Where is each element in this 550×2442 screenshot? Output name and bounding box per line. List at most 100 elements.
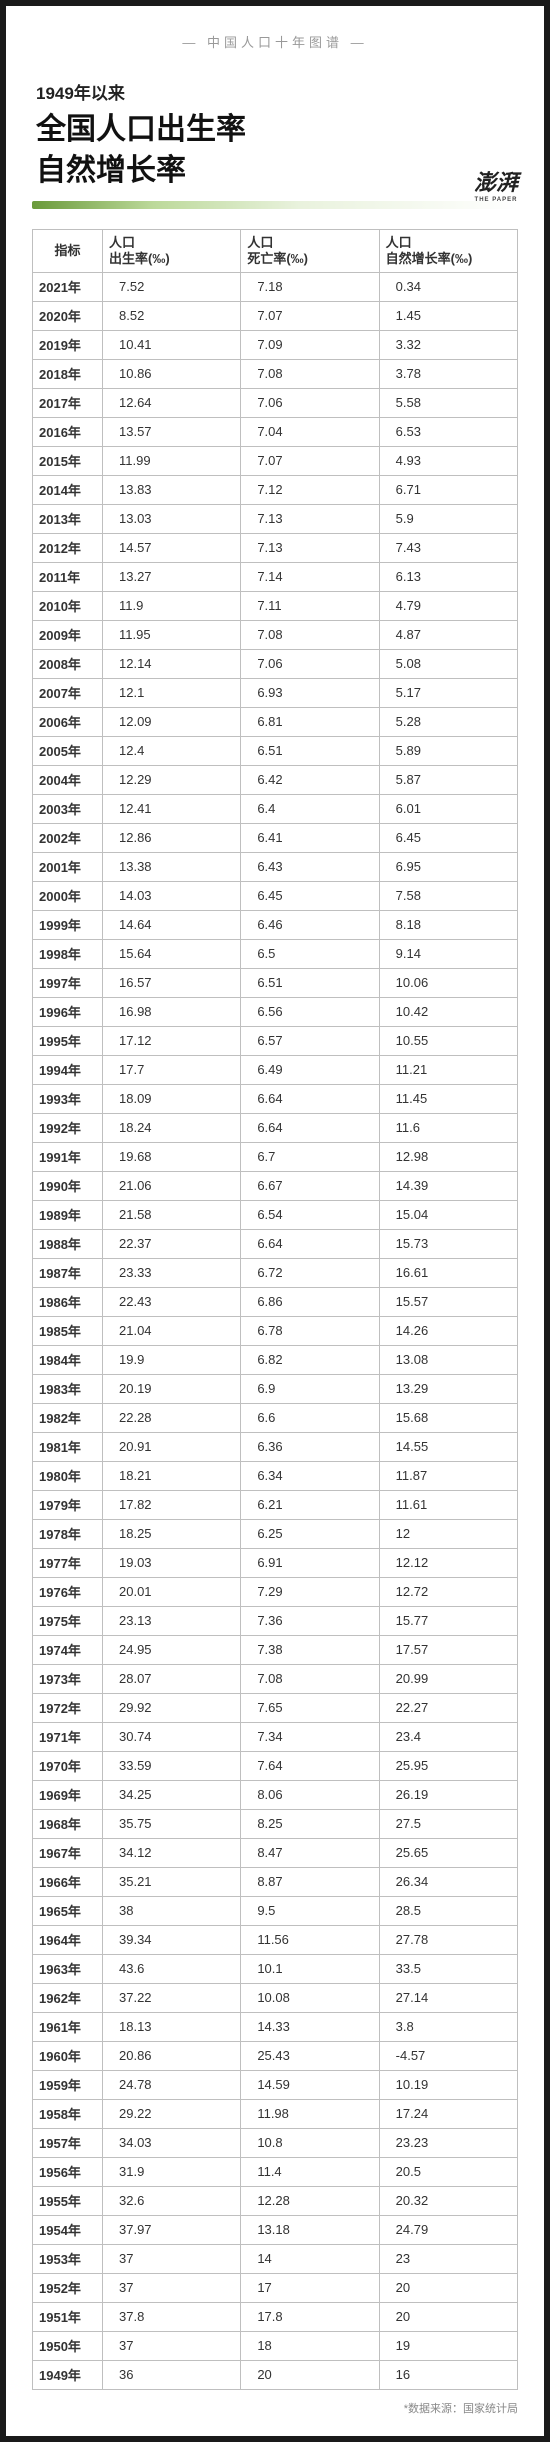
cell-year: 2009年	[33, 620, 103, 649]
brand-name: 澎湃	[474, 165, 518, 197]
cell-year: 2007年	[33, 678, 103, 707]
cell-death: 6.25	[241, 1519, 379, 1548]
cell-death: 10.08	[241, 1983, 379, 2012]
cell-birth: 22.43	[103, 1287, 241, 1316]
table-row: 2011年13.277.146.13	[33, 562, 518, 591]
cell-natural: 5.87	[379, 765, 517, 794]
cell-death: 7.13	[241, 504, 379, 533]
cell-death: 6.7	[241, 1142, 379, 1171]
table-row: 1984年19.96.8213.08	[33, 1345, 518, 1374]
cell-natural: 6.45	[379, 823, 517, 852]
cell-death: 17	[241, 2273, 379, 2302]
cell-birth: 12.29	[103, 765, 241, 794]
cell-natural: 6.13	[379, 562, 517, 591]
top-banner: — 中国人口十年图谱 —	[32, 32, 518, 51]
cell-death: 6.49	[241, 1055, 379, 1084]
table-row: 2001年13.386.436.95	[33, 852, 518, 881]
cell-birth: 18.25	[103, 1519, 241, 1548]
cell-birth: 12.64	[103, 388, 241, 417]
cell-year: 1962年	[33, 1983, 103, 2012]
cell-birth: 13.03	[103, 504, 241, 533]
cell-death: 7.29	[241, 1577, 379, 1606]
cell-year: 2018年	[33, 359, 103, 388]
cell-death: 6.64	[241, 1084, 379, 1113]
cell-year: 1990年	[33, 1171, 103, 1200]
cell-year: 1984年	[33, 1345, 103, 1374]
cell-year: 1960年	[33, 2041, 103, 2070]
cell-natural: 26.34	[379, 1867, 517, 1896]
cell-birth: 18.21	[103, 1461, 241, 1490]
cell-year: 1993年	[33, 1084, 103, 1113]
cell-death: 7.08	[241, 620, 379, 649]
cell-death: 6.64	[241, 1113, 379, 1142]
table-row: 2008年12.147.065.08	[33, 649, 518, 678]
cell-natural: 12.72	[379, 1577, 517, 1606]
table-row: 2020年8.527.071.45	[33, 301, 518, 330]
cell-year: 2020年	[33, 301, 103, 330]
cell-birth: 15.64	[103, 939, 241, 968]
cell-natural: 4.87	[379, 620, 517, 649]
cell-year: 1963年	[33, 1954, 103, 1983]
cell-natural: 20.5	[379, 2157, 517, 2186]
cell-death: 6.82	[241, 1345, 379, 1374]
cell-year: 1953年	[33, 2244, 103, 2273]
table-row: 1970年33.597.6425.95	[33, 1751, 518, 1780]
cell-death: 6.67	[241, 1171, 379, 1200]
cell-birth: 14.64	[103, 910, 241, 939]
cell-year: 1972年	[33, 1693, 103, 1722]
table-row: 1986年22.436.8615.57	[33, 1287, 518, 1316]
table-row: 1988年22.376.6415.73	[33, 1229, 518, 1258]
cell-natural: 16	[379, 2360, 517, 2389]
cell-natural: 1.45	[379, 301, 517, 330]
cell-year: 1996年	[33, 997, 103, 1026]
cell-death: 13.18	[241, 2215, 379, 2244]
cell-natural: 20	[379, 2302, 517, 2331]
cell-natural: 15.68	[379, 1403, 517, 1432]
table-row: 1989年21.586.5415.04	[33, 1200, 518, 1229]
brand-subtext: THE PAPER	[474, 197, 518, 203]
cell-year: 2012年	[33, 533, 103, 562]
cell-birth: 12.86	[103, 823, 241, 852]
cell-death: 10.8	[241, 2128, 379, 2157]
cell-birth: 10.86	[103, 359, 241, 388]
cell-natural: 24.79	[379, 2215, 517, 2244]
cell-birth: 20.91	[103, 1432, 241, 1461]
cell-birth: 20.86	[103, 2041, 241, 2070]
cell-natural: 20	[379, 2273, 517, 2302]
cell-year: 1978年	[33, 1519, 103, 1548]
cell-death: 7.36	[241, 1606, 379, 1635]
cell-birth: 21.06	[103, 1171, 241, 1200]
table-row: 1953年371423	[33, 2244, 518, 2273]
cell-death: 7.38	[241, 1635, 379, 1664]
cell-birth: 29.22	[103, 2099, 241, 2128]
cell-birth: 22.28	[103, 1403, 241, 1432]
cell-birth: 10.41	[103, 330, 241, 359]
table-row: 1967年34.128.4725.65	[33, 1838, 518, 1867]
cell-natural: 15.04	[379, 1200, 517, 1229]
cell-birth: 17.7	[103, 1055, 241, 1084]
table-row: 1977年19.036.9112.12	[33, 1548, 518, 1577]
cell-natural: 3.8	[379, 2012, 517, 2041]
cell-death: 6.54	[241, 1200, 379, 1229]
cell-death: 7.12	[241, 475, 379, 504]
cell-year: 1954年	[33, 2215, 103, 2244]
cell-year: 1970年	[33, 1751, 103, 1780]
cell-natural: 5.9	[379, 504, 517, 533]
cell-birth: 37	[103, 2244, 241, 2273]
cell-birth: 16.98	[103, 997, 241, 1026]
table-row: 2018年10.867.083.78	[33, 359, 518, 388]
cell-natural: 27.5	[379, 1809, 517, 1838]
cell-death: 7.64	[241, 1751, 379, 1780]
cell-natural: 16.61	[379, 1258, 517, 1287]
table-body: 2021年7.527.180.342020年8.527.071.452019年1…	[33, 272, 518, 2389]
cell-death: 14.59	[241, 2070, 379, 2099]
cell-natural: 5.89	[379, 736, 517, 765]
table-row: 2010年11.97.114.79	[33, 591, 518, 620]
accent-bar	[32, 201, 518, 209]
cell-death: 8.87	[241, 1867, 379, 1896]
cell-natural: 13.08	[379, 1345, 517, 1374]
header-natural: 人口自然增长率(‰)	[379, 230, 517, 273]
cell-year: 2005年	[33, 736, 103, 765]
table-row: 1964年39.3411.5627.78	[33, 1925, 518, 1954]
cell-year: 1967年	[33, 1838, 103, 1867]
